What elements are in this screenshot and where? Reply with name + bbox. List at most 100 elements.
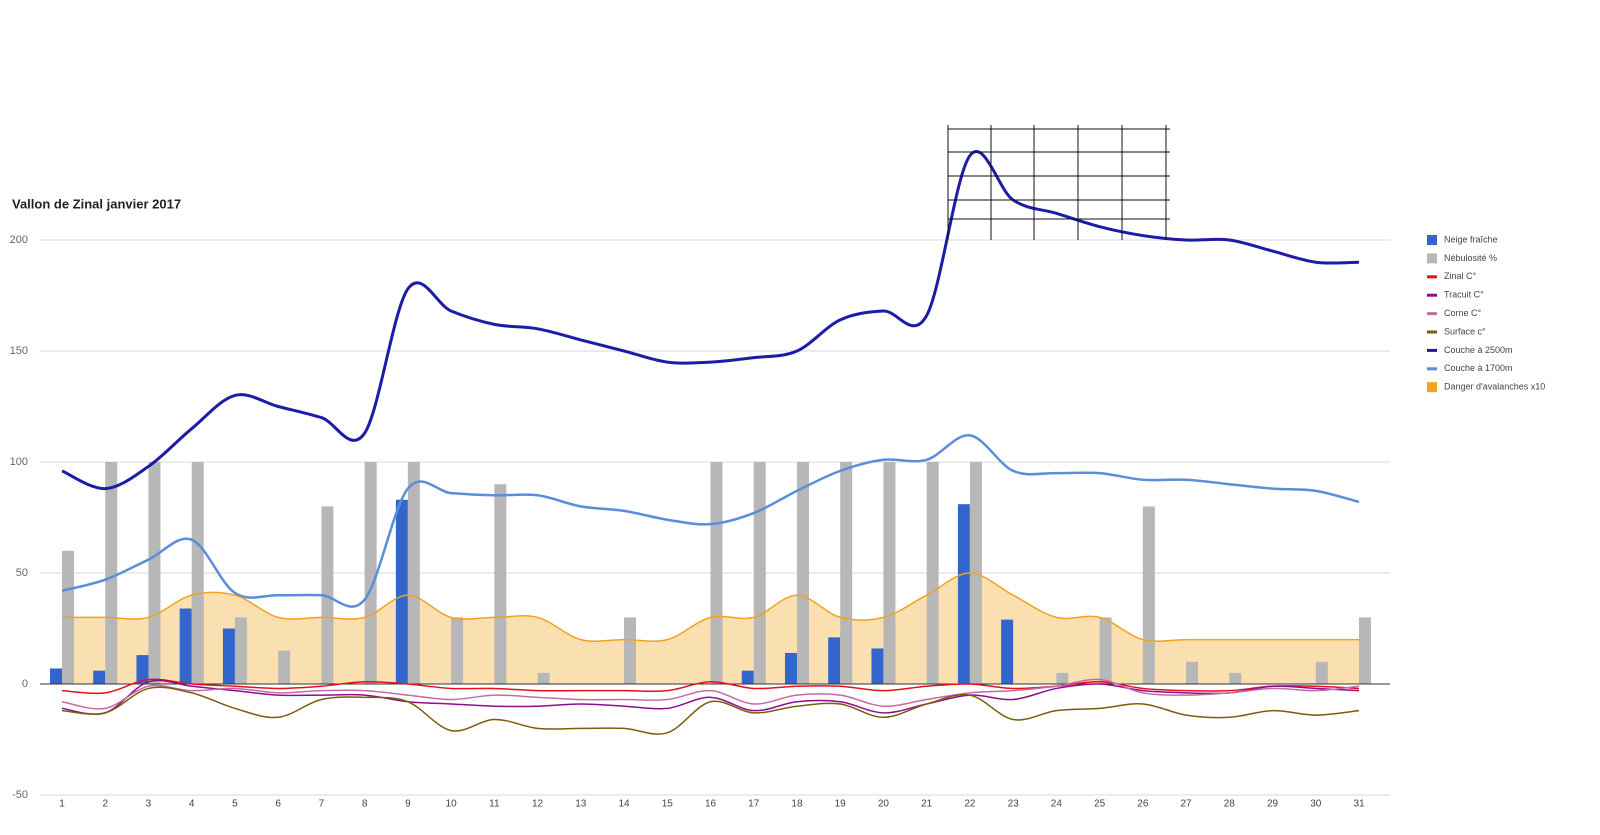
x-tick-label: 24 xyxy=(1051,799,1063,810)
bar xyxy=(828,637,841,684)
y-tick-label: -50 xyxy=(12,789,28,801)
bar xyxy=(364,462,377,684)
bar xyxy=(395,499,408,684)
legend-swatch xyxy=(1427,330,1437,334)
bar xyxy=(796,462,809,684)
x-tick-label: 12 xyxy=(532,799,544,810)
bar xyxy=(871,648,884,684)
bar xyxy=(234,617,247,684)
bar xyxy=(1229,672,1242,684)
x-tick-label: 15 xyxy=(662,799,674,810)
line xyxy=(61,686,1360,735)
legend-swatch xyxy=(1427,348,1437,352)
legend-swatch xyxy=(1427,367,1437,371)
y-tick-label: 150 xyxy=(10,345,28,357)
bar xyxy=(105,462,118,684)
x-tick-label: 21 xyxy=(921,799,933,810)
bar xyxy=(179,608,192,684)
bar xyxy=(148,462,161,684)
bar-layer xyxy=(50,462,1371,684)
x-tick-label: 18 xyxy=(791,799,803,810)
x-tick-label: 7 xyxy=(319,799,325,810)
bar xyxy=(1001,619,1014,684)
x-tick-label: 28 xyxy=(1224,799,1236,810)
x-tick-label: 25 xyxy=(1094,799,1106,810)
x-tick-label: 4 xyxy=(189,799,195,810)
bar xyxy=(537,672,550,684)
bar xyxy=(407,462,420,684)
x-tick-label: 30 xyxy=(1310,799,1322,810)
x-tick-label: 22 xyxy=(964,799,976,810)
bar xyxy=(93,670,106,684)
bar xyxy=(1186,661,1199,684)
y-tick-label: 50 xyxy=(16,567,28,579)
area-line xyxy=(62,572,1359,642)
legend-label: Couche à 2500m xyxy=(1444,345,1513,355)
legend-label: Neige fraîche xyxy=(1444,234,1498,244)
x-tick-label: 26 xyxy=(1137,799,1149,810)
chart-title: Vallon de Zinal janvier 2017 xyxy=(12,196,181,211)
x-tick-label: 5 xyxy=(232,799,238,810)
bar xyxy=(784,652,797,684)
y-tick-label: 100 xyxy=(10,456,28,468)
legend-swatch xyxy=(1427,253,1437,264)
line xyxy=(61,678,1360,695)
bar xyxy=(222,628,235,684)
legend-label: Zinal C° xyxy=(1444,271,1477,281)
bar xyxy=(883,462,896,684)
legend: Neige fraîche Nébulosité % Zinal C° Tracuit… xyxy=(1427,234,1545,393)
legend-label: Danger d'avalanches x10 xyxy=(1444,382,1545,392)
legend-label: Corne C° xyxy=(1444,308,1482,318)
x-tick-label: 10 xyxy=(446,799,458,810)
bar xyxy=(278,650,291,684)
bar xyxy=(741,670,754,684)
bar xyxy=(494,484,507,684)
line xyxy=(61,150,1360,491)
bar xyxy=(1056,672,1069,684)
bar xyxy=(451,617,464,684)
x-tick-label: 1 xyxy=(59,799,65,810)
x-tick-label: 31 xyxy=(1353,799,1365,810)
x-tick-label: 3 xyxy=(146,799,152,810)
legend-label: Tracuit C° xyxy=(1444,290,1484,300)
legend-label: Nébulosité % xyxy=(1444,253,1497,263)
bar xyxy=(840,462,853,684)
x-tick-label: 9 xyxy=(405,799,411,810)
x-tick-label: 2 xyxy=(102,799,108,810)
x-tick-label: 16 xyxy=(705,799,717,810)
bar xyxy=(624,617,637,684)
x-tick-label: 27 xyxy=(1181,799,1193,810)
legend-swatch xyxy=(1427,235,1437,245)
legend-swatch xyxy=(1427,382,1437,393)
bar xyxy=(710,462,723,684)
hand-drawn-grid xyxy=(947,125,1170,240)
x-tick-label: 11 xyxy=(489,799,500,810)
bar xyxy=(753,462,766,684)
y-tick-label: 0 xyxy=(22,678,28,690)
bar xyxy=(321,506,334,684)
bar xyxy=(50,668,62,684)
bar xyxy=(1315,661,1328,684)
line xyxy=(61,434,1360,608)
x-tick-label: 19 xyxy=(835,799,847,810)
x-tick-label: 20 xyxy=(878,799,890,810)
legend-label: Couche à 1700m xyxy=(1444,363,1513,373)
x-tick-label: 14 xyxy=(618,799,630,810)
legend-label: Surface c° xyxy=(1444,326,1486,336)
legend-swatch xyxy=(1427,275,1437,279)
legend-swatch xyxy=(1427,293,1437,297)
bar xyxy=(957,504,970,684)
x-tick-label: 23 xyxy=(1008,799,1020,810)
line xyxy=(61,678,1360,710)
x-tick-label: 17 xyxy=(748,799,760,810)
x-tick-label: 13 xyxy=(575,799,587,810)
bar xyxy=(1142,506,1155,684)
y-tick-label: 200 xyxy=(10,234,28,246)
bar xyxy=(1099,617,1112,684)
line xyxy=(61,679,1360,715)
bar xyxy=(1359,617,1371,684)
legend-swatch xyxy=(1427,312,1437,316)
